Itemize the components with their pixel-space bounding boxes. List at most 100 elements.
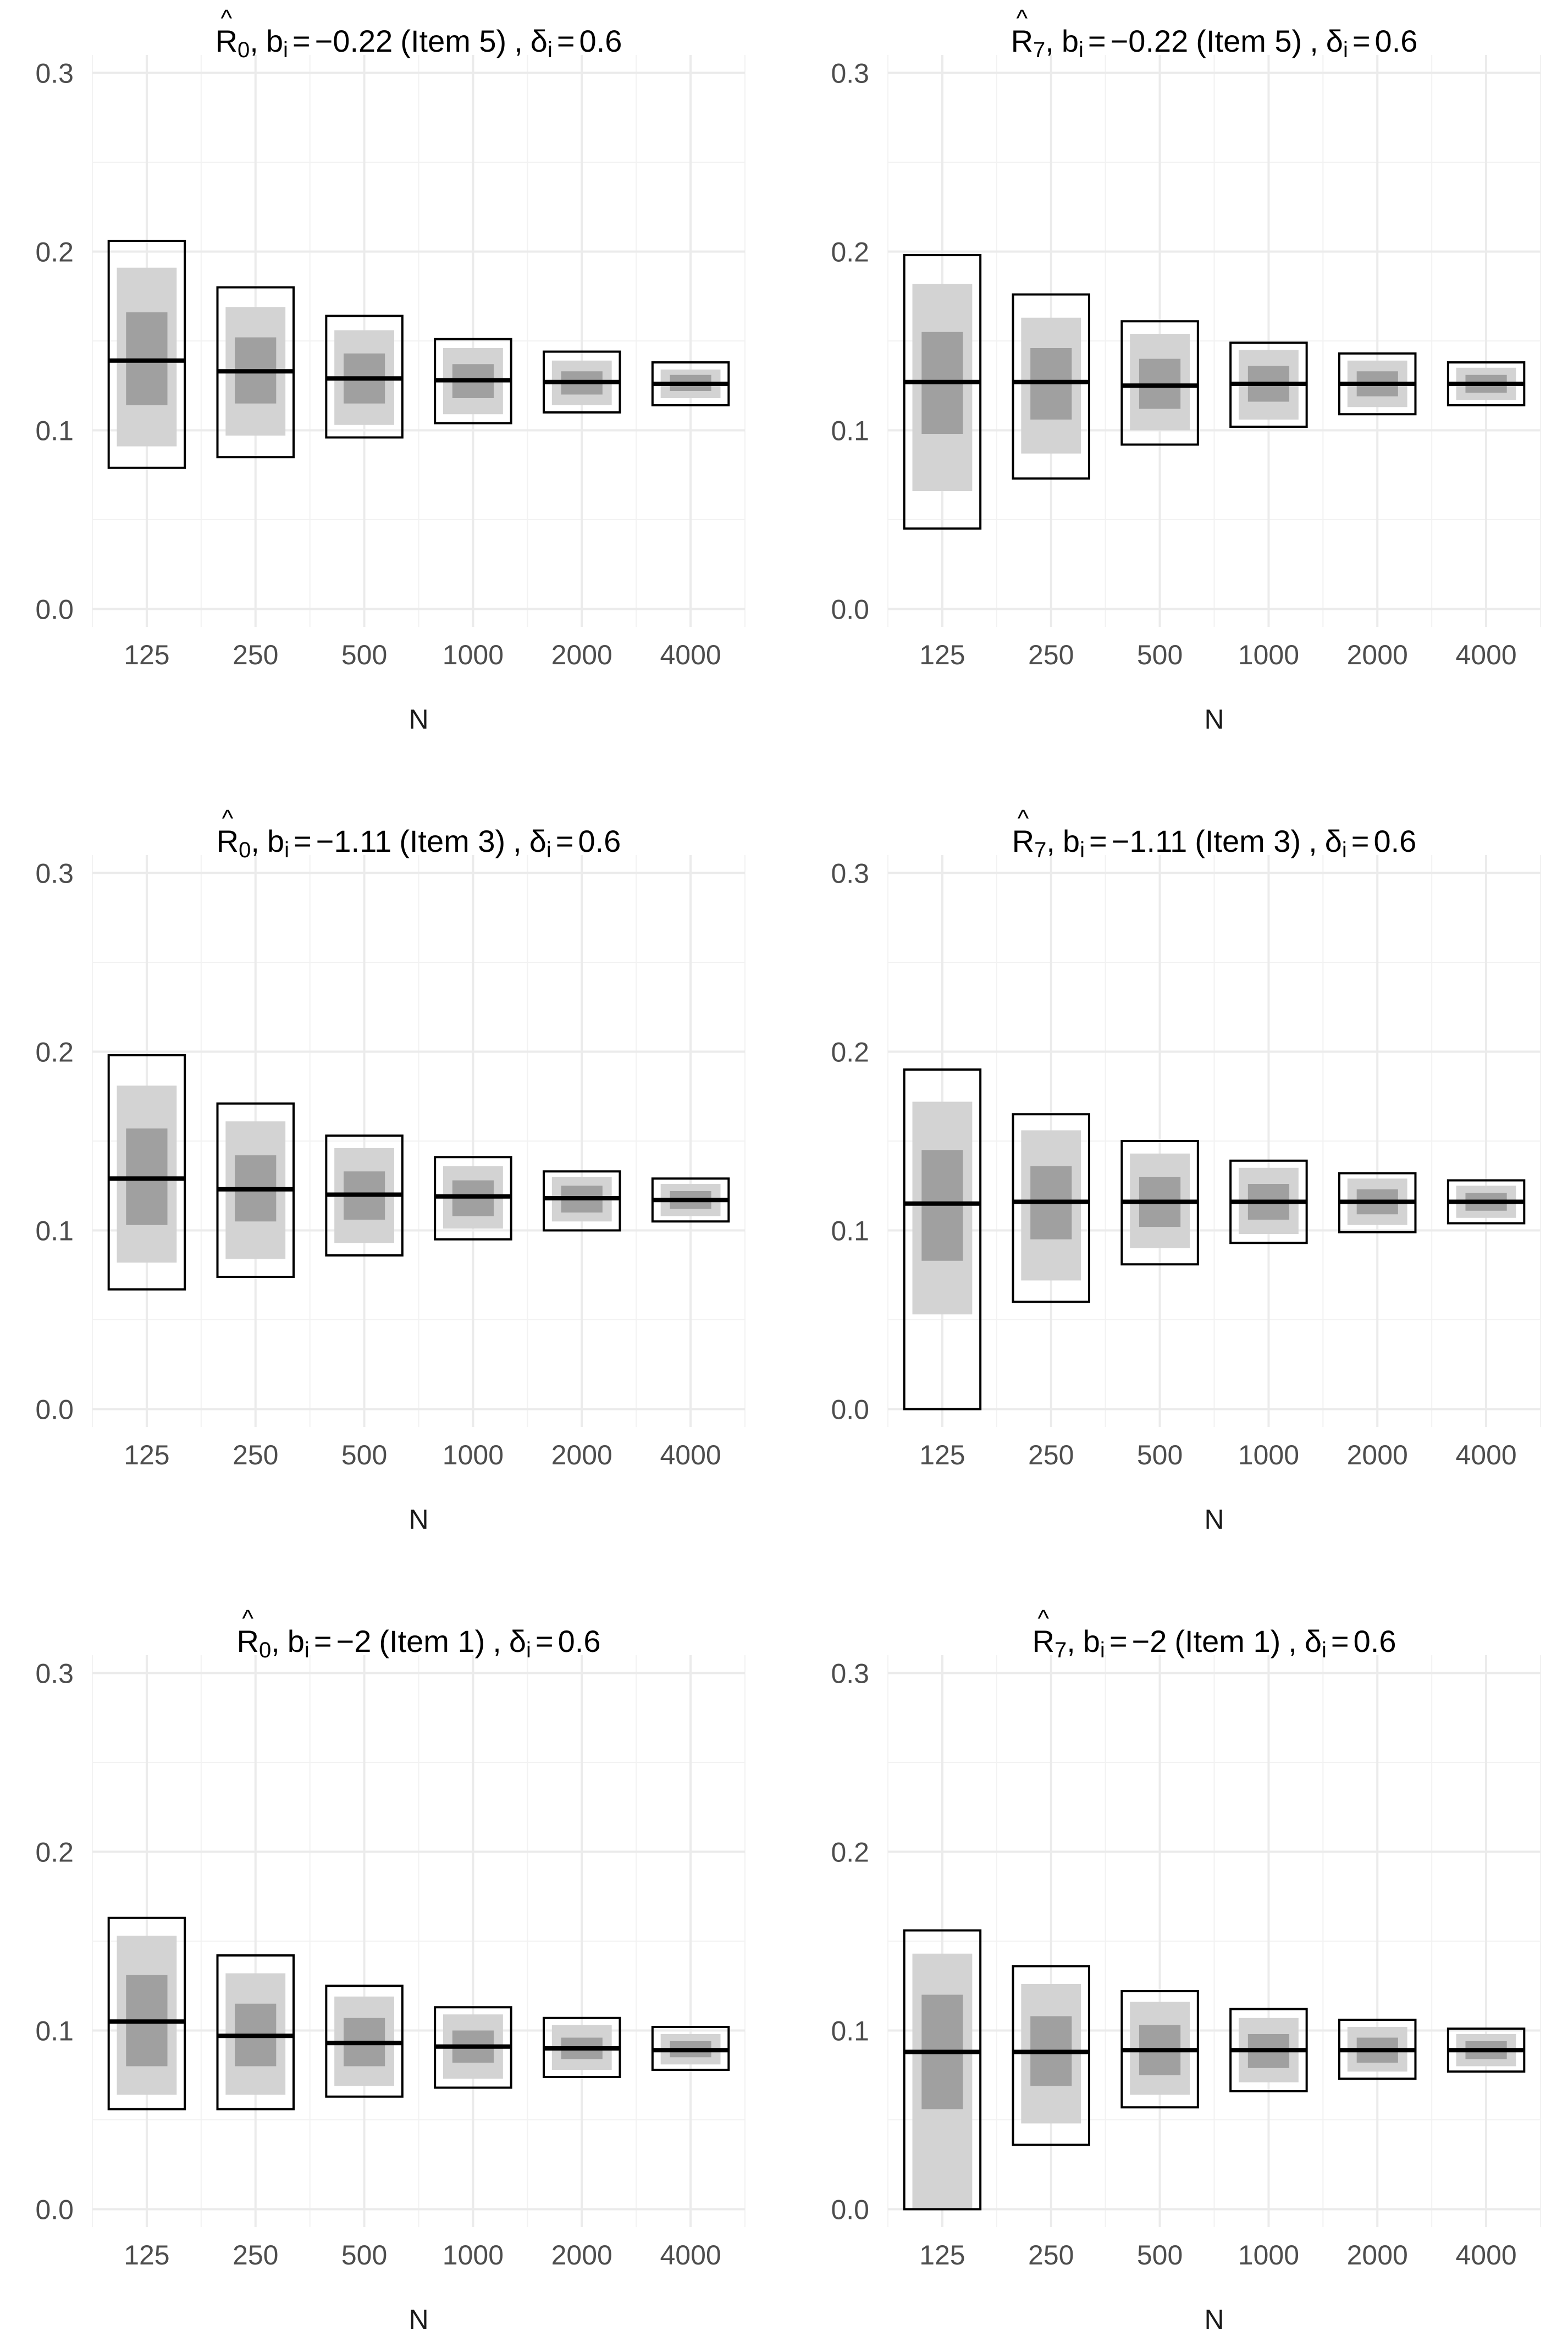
title-estimator: R <box>237 1624 259 1658</box>
title-equals: = <box>535 1624 554 1658</box>
outer-range-box <box>1120 320 1199 446</box>
panel-title: R7, bi = −1.11 (Item 3), δi = 0.6 <box>1012 824 1417 862</box>
title-b-value: −1.11 <box>316 824 392 858</box>
x-tick-label: 250 <box>233 2240 278 2271</box>
title-delta-symbol: δ <box>529 824 546 858</box>
x-tick-label: 500 <box>341 1440 387 1470</box>
title-estimator: R <box>216 24 238 58</box>
title-comma: , <box>271 1624 280 1658</box>
outer-range-box <box>107 1916 186 2110</box>
x-tick-label: 4000 <box>1455 1440 1516 1470</box>
title-estimator: R <box>1033 1624 1054 1658</box>
title-b-symbol: b <box>1063 824 1080 858</box>
title-b-subscript: i <box>305 1638 310 1662</box>
outer-range-box <box>903 254 982 530</box>
x-tick-label: 2000 <box>551 2240 612 2271</box>
title-b-subscript: i <box>284 838 289 862</box>
title-delta-subscript: i <box>526 1638 531 1662</box>
panel-title: R7, bi = −0.22 (Item 5), δi = 0.6 <box>1011 24 1418 62</box>
outer-range-box <box>1012 1965 1090 2146</box>
title-delta-subscript: i <box>548 38 553 62</box>
x-axis-label: N <box>1204 1504 1224 1535</box>
title-comma: , <box>1308 824 1317 858</box>
title-comma: , <box>493 1624 501 1658</box>
x-tick-label: 1000 <box>1238 2240 1299 2271</box>
title-comma: , <box>1288 1624 1297 1658</box>
x-axis-label: N <box>1204 2304 1224 2335</box>
y-tick-label: 0.1 <box>831 416 869 447</box>
title-b-value: −0.22 <box>1111 24 1189 58</box>
y-tick-label: 0.2 <box>831 1837 869 1868</box>
title-estimator-subscript: 7 <box>1054 1638 1067 1662</box>
title-estimator-subscript: 0 <box>239 838 251 862</box>
y-tick-label: 0.3 <box>831 58 869 89</box>
title-delta-value: 0.6 <box>1354 1624 1396 1658</box>
title-hat-accent: ^ <box>1037 1605 1049 1632</box>
y-tick-label: 0.2 <box>831 237 869 268</box>
title-item: (Item 5) <box>400 24 506 58</box>
x-tick-label: 1000 <box>1238 640 1299 670</box>
x-tick-label: 250 <box>1028 640 1074 670</box>
x-tick-label: 500 <box>1137 1440 1183 1470</box>
x-tick-label: 2000 <box>1347 1440 1408 1470</box>
title-hat-accent: ^ <box>220 5 232 32</box>
y-tick-label: 0.1 <box>831 2016 869 2047</box>
title-equals: = <box>556 824 574 858</box>
title-item: (Item 5) <box>1196 24 1302 58</box>
title-equals: = <box>1352 24 1371 58</box>
title-comma: , <box>1046 824 1055 858</box>
x-tick-label: 250 <box>233 640 278 670</box>
x-tick-label: 2000 <box>551 640 612 670</box>
y-tick-label: 0.2 <box>35 1037 74 1068</box>
panel-title: R0, bi = −2 (Item 1), δi = 0.6 <box>237 1624 601 1662</box>
y-tick-label: 0.0 <box>831 594 869 625</box>
title-b-subscript: i <box>1079 38 1084 62</box>
title-delta-subscript: i <box>546 838 551 862</box>
x-tick-label: 4000 <box>1455 640 1516 670</box>
outer-range-box <box>107 1054 186 1291</box>
title-delta-symbol: δ <box>1325 824 1342 858</box>
title-delta-value: 0.6 <box>1375 24 1418 58</box>
x-tick-label: 125 <box>919 640 965 670</box>
x-tick-label: 125 <box>124 2240 169 2271</box>
title-comma: , <box>251 824 260 858</box>
y-tick-label: 0.3 <box>831 858 869 889</box>
y-tick-label: 0.2 <box>831 1037 869 1068</box>
x-axis-label: N <box>408 2304 428 2335</box>
title-estimator-subscript: 0 <box>259 1638 271 1662</box>
title-estimator: R <box>1011 24 1033 58</box>
title-item: (Item 3) <box>399 824 505 858</box>
title-comma: , <box>1067 1624 1075 1658</box>
title-estimator-subscript: 7 <box>1034 838 1046 862</box>
title-estimator-subscript: 0 <box>238 38 250 62</box>
title-b-subscript: i <box>1100 1638 1105 1662</box>
y-tick-label: 0.0 <box>831 2195 869 2225</box>
x-tick-label: 1000 <box>443 640 504 670</box>
title-b-symbol: b <box>1083 1624 1100 1658</box>
x-tick-label: 1000 <box>443 1440 504 1470</box>
x-tick-label: 1000 <box>1238 1440 1299 1470</box>
x-tick-label: 2000 <box>1347 2240 1408 2271</box>
y-tick-label: 0.0 <box>831 1395 869 1425</box>
outer-range-box <box>1012 1113 1090 1303</box>
x-tick-label: 125 <box>919 1440 965 1470</box>
title-delta-symbol: δ <box>1305 1624 1322 1658</box>
x-tick-label: 500 <box>341 640 387 670</box>
outer-range-box <box>216 1954 295 2110</box>
title-hat-accent: ^ <box>1016 5 1028 32</box>
x-tick-label: 500 <box>1137 640 1183 670</box>
title-b-symbol: b <box>288 1624 305 1658</box>
title-delta-symbol: δ <box>1326 24 1343 58</box>
title-estimator-subscript: 7 <box>1033 38 1045 62</box>
title-b-symbol: b <box>1062 24 1079 58</box>
title-b-symbol: b <box>267 824 284 858</box>
title-comma: , <box>514 24 523 58</box>
title-b-value: −2 <box>1132 1624 1167 1658</box>
title-b-subscript: i <box>283 38 288 62</box>
